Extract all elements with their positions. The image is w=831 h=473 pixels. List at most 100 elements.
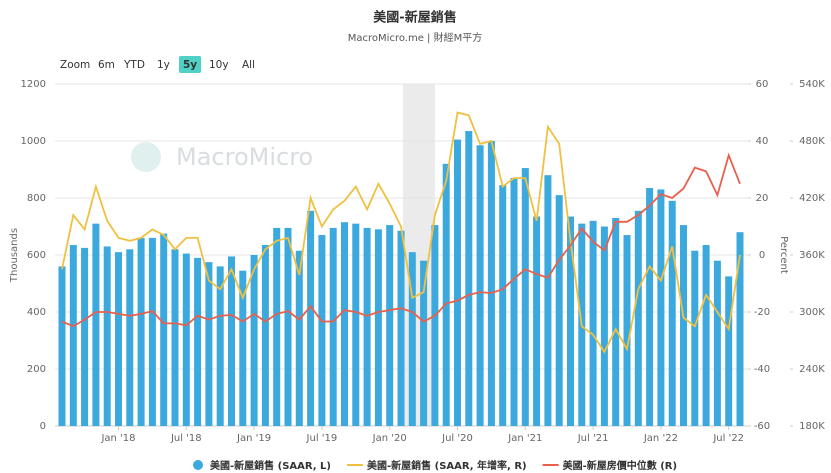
- bar: [307, 210, 315, 426]
- y3-tick-label: 240K: [799, 364, 825, 375]
- line: [61, 111, 741, 354]
- bar: [510, 178, 518, 426]
- chart-subtitle: MacroMicro.me | 財經M平方: [348, 31, 482, 44]
- y2-tick-label: 0: [759, 250, 765, 261]
- bar: [521, 168, 529, 426]
- bar: [261, 245, 269, 426]
- bar: [476, 145, 484, 426]
- bar: [81, 247, 89, 426]
- y3-tick-label: 420K: [799, 193, 825, 204]
- x-tick-label: Jan '20: [372, 433, 407, 444]
- bar: [702, 245, 710, 426]
- line: [61, 152, 741, 328]
- bar: [646, 188, 654, 426]
- zoom-button[interactable]: All: [242, 59, 255, 71]
- bar: [329, 227, 337, 426]
- bar: [442, 163, 450, 427]
- zoom-button[interactable]: YTD: [123, 59, 145, 71]
- y3-tick-label: 540K: [799, 79, 825, 90]
- x-tick-label: Jul '20: [441, 433, 473, 444]
- y-axis-label: Thousands: [9, 228, 20, 283]
- bar: [295, 250, 303, 426]
- chart-title: 美國-新屋銷售: [373, 10, 456, 26]
- bar: [352, 223, 360, 426]
- y2-tick-label: 20: [756, 193, 769, 204]
- y2-tick-label: -60: [754, 421, 770, 432]
- bar: [555, 195, 563, 426]
- y-tick-label: 0: [40, 421, 46, 432]
- bar: [533, 216, 541, 426]
- bar: [363, 227, 371, 426]
- bar: [216, 266, 224, 426]
- y3-tick-label: 180K: [799, 421, 825, 432]
- bar: [600, 226, 608, 426]
- zoom-button[interactable]: 5y: [183, 59, 197, 71]
- bar: [725, 276, 733, 426]
- zoom-button-bg: [179, 56, 201, 73]
- legend-label: 美國-新屋銷售 (SAAR, 年增率, R): [367, 459, 527, 472]
- bar: [668, 200, 676, 426]
- bar: [736, 232, 744, 426]
- y2-tick-label: -40: [754, 364, 770, 375]
- bar: [634, 210, 642, 426]
- zoom-button[interactable]: 6m: [98, 59, 115, 71]
- bar: [680, 225, 687, 426]
- bar: [284, 227, 292, 426]
- bar: [657, 189, 665, 426]
- x-tick-label: Jan '19: [236, 433, 271, 444]
- bar: [137, 237, 145, 426]
- bar: [273, 227, 281, 426]
- bar: [567, 216, 574, 426]
- y-tick-label: 1000: [21, 136, 46, 147]
- y2-tick-label: 60: [756, 79, 769, 90]
- bar: [589, 220, 597, 426]
- zoom-button[interactable]: 10y: [209, 59, 229, 71]
- y3-tick-label: 360K: [799, 250, 825, 261]
- bar: [465, 131, 473, 426]
- bar: [397, 230, 405, 426]
- zoom-button[interactable]: 1y: [157, 59, 170, 71]
- bar: [499, 185, 507, 426]
- legend-label: 美國-新屋房價中位數 (R): [563, 459, 677, 472]
- watermark: MacroMicro: [131, 142, 313, 172]
- bar: [58, 266, 66, 426]
- bar: [182, 253, 190, 426]
- bar: [103, 246, 111, 426]
- legend-item[interactable]: 美國-新屋銷售 (SAAR, L): [193, 459, 331, 472]
- legend-item[interactable]: 美國-新屋房價中位數 (R): [542, 459, 677, 472]
- bar: [148, 237, 156, 426]
- bar: [713, 260, 721, 426]
- bar: [250, 255, 258, 426]
- bar: [623, 235, 631, 426]
- bar: [126, 249, 134, 426]
- bar: [544, 175, 552, 426]
- bar: [420, 260, 428, 426]
- y-tick-label: 600: [27, 250, 46, 261]
- y3-tick-label: 300K: [799, 307, 825, 318]
- x-tick-label: Jul '21: [577, 433, 609, 444]
- bar: [228, 256, 235, 426]
- bar: [374, 229, 382, 426]
- y2-axis-label: Percent: [778, 236, 789, 274]
- bar: [386, 225, 394, 426]
- zoom-label: Zoom: [60, 59, 90, 71]
- bar: [612, 217, 620, 426]
- y-tick-label: 400: [27, 307, 46, 318]
- y2-tick-label: 40: [756, 136, 769, 147]
- bar: [454, 139, 461, 426]
- y-tick-label: 800: [27, 193, 46, 204]
- x-tick-label: Jul '22: [712, 433, 744, 444]
- bar: [69, 245, 77, 426]
- bar: [318, 235, 326, 426]
- bar: [160, 233, 168, 426]
- bar: [408, 252, 416, 426]
- bar: [691, 250, 699, 426]
- y-tick-label: 200: [27, 364, 46, 375]
- bar: [487, 141, 495, 426]
- x-tick-label: Jul '19: [306, 433, 338, 444]
- y3-tick-label: 480K: [799, 136, 825, 147]
- bar: [341, 222, 348, 426]
- x-tick-label: Jan '18: [100, 433, 135, 444]
- legend-item[interactable]: 美國-新屋銷售 (SAAR, 年增率, R): [347, 459, 527, 472]
